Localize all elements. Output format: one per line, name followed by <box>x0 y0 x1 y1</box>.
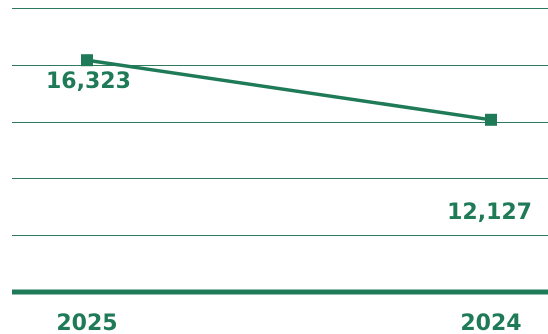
x-tick-labels: 2025 2024 <box>56 311 521 334</box>
series-line <box>86 58 492 122</box>
x-tick-label: 2025 <box>56 311 117 334</box>
data-label: 12,127 <box>447 200 532 225</box>
gridlines <box>12 8 548 236</box>
data-point-marker <box>485 113 497 126</box>
data-label: 16,323 <box>46 69 131 94</box>
data-point-marker <box>81 54 93 67</box>
series-markers <box>81 54 497 126</box>
data-labels: 16,323 12,127 <box>46 69 532 225</box>
x-tick-label: 2024 <box>460 311 521 334</box>
